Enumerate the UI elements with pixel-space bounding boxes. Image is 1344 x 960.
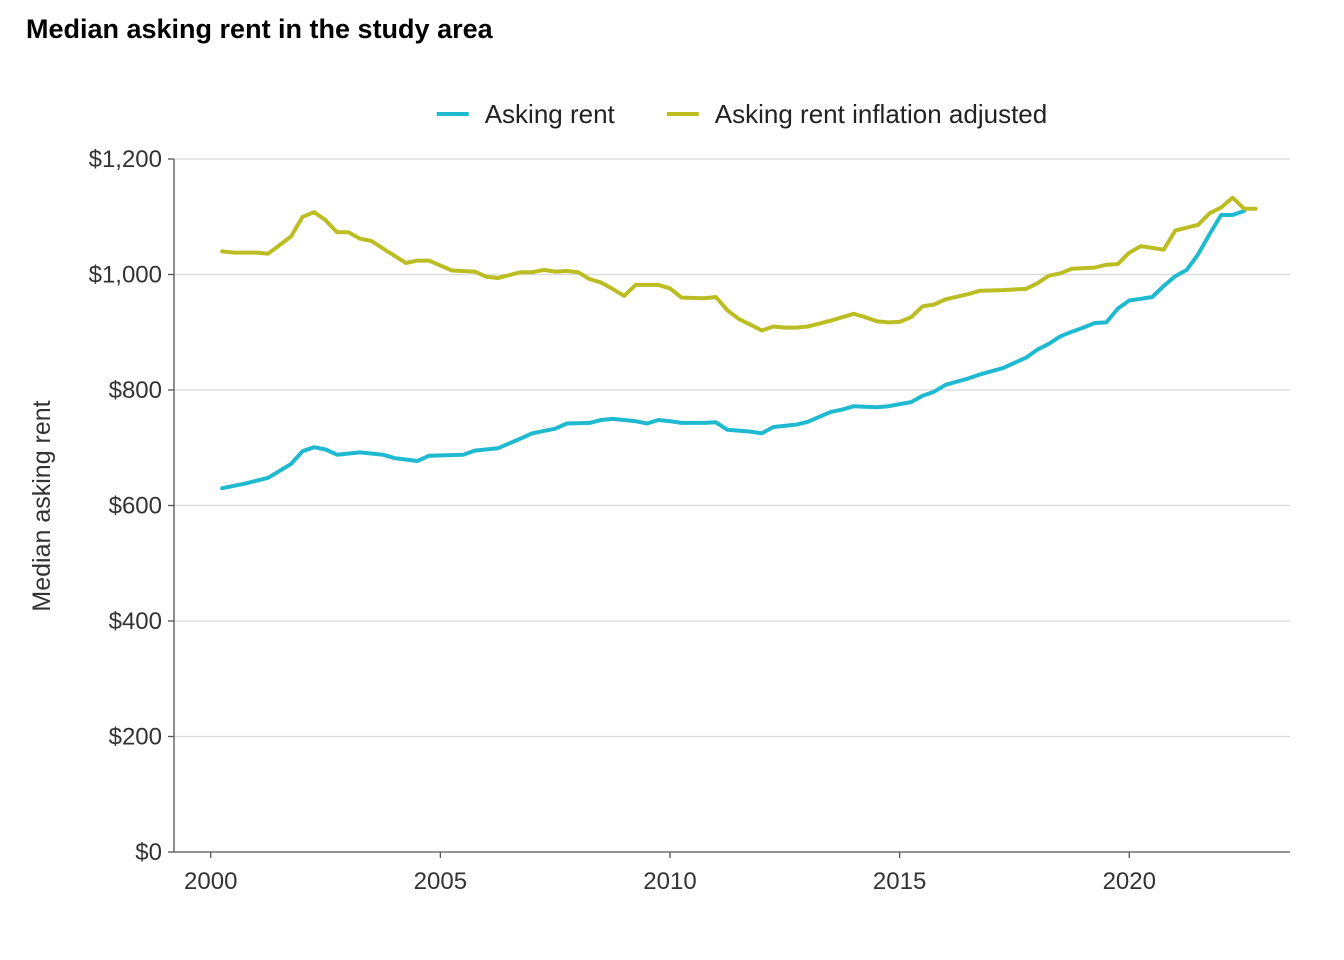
series-line-asking-rent-inflation-adjusted — [220, 195, 1258, 333]
legend-item-asking-rent-inflation-adjusted: Asking rent inflation adjusted — [666, 99, 1047, 129]
y-tick-label: $800 — [109, 377, 162, 404]
x-tick-label: 2000 — [184, 868, 237, 895]
x-tick-label: 2015 — [873, 868, 926, 895]
y-tick-label: $1,000 — [89, 262, 162, 289]
chart-title: Median asking rent in the study area — [26, 14, 494, 44]
legend-item-asking-rent: Asking rent — [436, 99, 616, 129]
y-tick-label: $0 — [135, 839, 162, 866]
series-lines — [220, 195, 1258, 491]
y-tick-label: $200 — [109, 724, 162, 751]
series-line-asking-rent — [220, 209, 1247, 491]
y-tick-label: $600 — [109, 493, 162, 520]
y-tick-label: $400 — [109, 608, 162, 635]
y-axis: $0 $200 $400 $600 $800 $1,000 $1,200 — [89, 146, 175, 866]
x-axis: 2000 2005 2010 2015 2020 — [174, 851, 1290, 895]
x-tick-label: 2020 — [1103, 868, 1156, 895]
x-tick-label: 2010 — [643, 868, 696, 895]
gridlines — [174, 158, 1290, 738]
y-tick-label: $1,200 — [89, 146, 162, 173]
y-axis-title: Median asking rent — [28, 400, 56, 611]
legend: Asking rent Asking rent inflation adjuste… — [436, 99, 1047, 129]
legend-label: Asking rent — [485, 99, 616, 129]
x-tick-label: 2005 — [414, 868, 467, 895]
legend-label: Asking rent inflation adjusted — [715, 99, 1047, 129]
